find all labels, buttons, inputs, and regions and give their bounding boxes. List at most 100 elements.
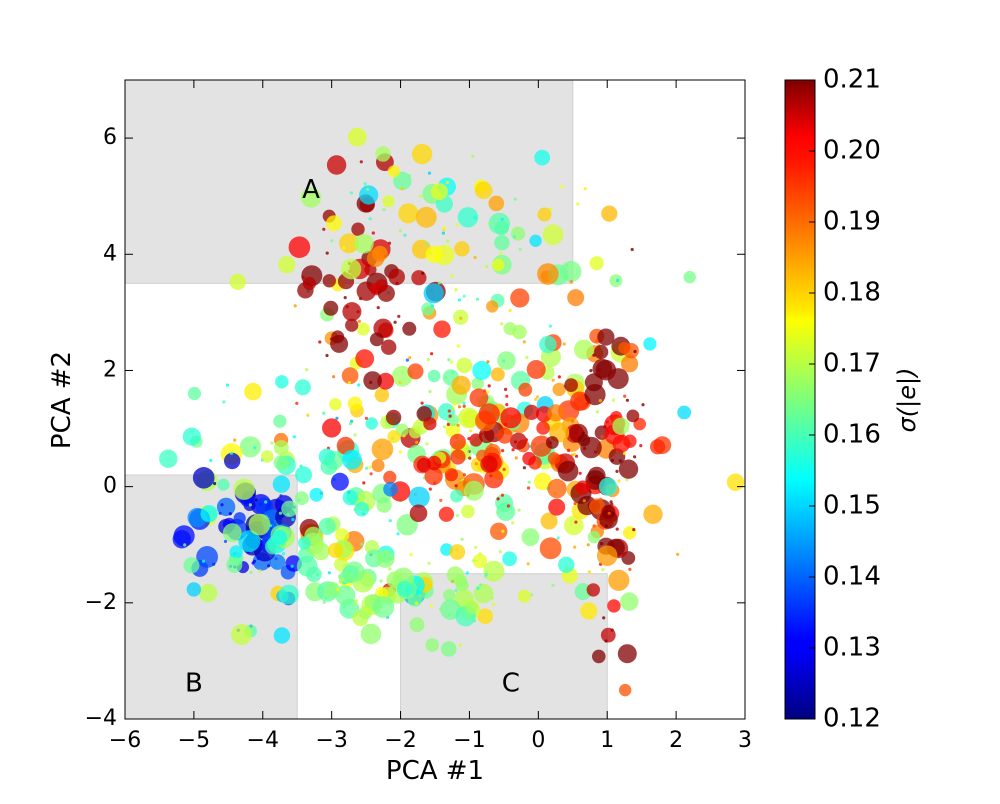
data-point	[355, 349, 375, 369]
data-point	[448, 414, 452, 418]
region-label-a: A	[302, 175, 320, 205]
data-point	[578, 471, 582, 475]
data-point	[556, 536, 560, 540]
data-point	[295, 466, 313, 484]
data-point	[159, 449, 178, 468]
data-point	[451, 406, 455, 410]
data-point	[423, 417, 437, 431]
data-point	[488, 222, 492, 226]
data-point	[224, 452, 241, 470]
data-point	[626, 409, 640, 423]
x-tick-label: 1	[600, 728, 614, 753]
colorbar-tick-label: 0.20	[823, 136, 881, 166]
data-point	[598, 399, 602, 403]
colorbar-tick-label: 0.12	[823, 704, 881, 734]
data-point	[291, 518, 295, 522]
data-point	[186, 582, 201, 597]
data-point	[502, 467, 506, 471]
data-point	[320, 458, 338, 475]
data-point	[253, 446, 257, 450]
data-point	[347, 127, 367, 147]
data-point	[379, 579, 383, 583]
data-point	[233, 478, 255, 500]
data-point	[330, 239, 334, 243]
data-point	[425, 245, 443, 263]
data-point	[534, 149, 551, 166]
data-point	[383, 481, 398, 497]
data-point	[478, 552, 482, 556]
colorbar-tick-label: 0.18	[823, 278, 881, 308]
data-point	[351, 222, 365, 236]
data-point	[539, 335, 557, 354]
data-point	[457, 298, 461, 302]
points-layer	[159, 127, 745, 697]
data-point	[196, 546, 219, 568]
data-point	[273, 414, 287, 428]
data-point	[294, 379, 311, 396]
data-point	[209, 458, 213, 463]
data-point	[403, 233, 407, 237]
data-point	[272, 530, 288, 545]
data-point	[472, 553, 488, 569]
data-point	[306, 413, 310, 417]
data-point	[574, 431, 579, 435]
data-point	[454, 588, 458, 593]
data-point	[522, 451, 536, 466]
data-point	[348, 422, 352, 426]
y-tick-label: −2	[85, 590, 117, 615]
data-point	[536, 395, 540, 399]
data-point	[369, 332, 384, 347]
data-point	[388, 268, 406, 286]
data-point	[468, 456, 472, 460]
data-point	[267, 564, 271, 568]
data-point	[332, 375, 336, 379]
data-point	[363, 182, 367, 186]
data-point	[501, 449, 505, 453]
data-point	[496, 427, 513, 444]
data-point	[641, 403, 645, 407]
data-point	[633, 349, 637, 354]
data-point	[580, 436, 602, 459]
data-point	[342, 489, 359, 506]
region-label-layer: A B C	[185, 175, 520, 699]
data-point	[402, 321, 417, 336]
data-point	[580, 602, 598, 620]
data-point	[465, 571, 469, 575]
data-point	[456, 357, 473, 374]
data-point	[421, 271, 425, 275]
data-point	[426, 455, 442, 471]
data-point	[274, 557, 278, 561]
x-tick-label: −4	[247, 728, 279, 753]
data-point	[292, 435, 296, 439]
data-point	[331, 330, 345, 344]
data-point	[357, 319, 361, 323]
data-point	[418, 194, 422, 198]
data-point	[275, 375, 289, 389]
colorbar-tick-label: 0.21	[823, 65, 881, 95]
data-point	[505, 394, 509, 398]
data-point	[318, 340, 322, 344]
data-point	[643, 337, 657, 351]
data-point	[341, 367, 359, 385]
data-point	[476, 586, 480, 590]
data-point	[273, 627, 291, 644]
data-point	[565, 263, 569, 267]
data-point	[508, 308, 512, 313]
data-point	[518, 247, 522, 251]
data-point	[633, 455, 637, 459]
data-point	[458, 407, 479, 429]
data-point	[586, 543, 590, 547]
data-point	[517, 508, 521, 512]
data-point	[498, 550, 502, 554]
data-point	[278, 584, 299, 605]
data-point	[446, 422, 450, 427]
data-point	[327, 542, 344, 558]
data-point	[425, 442, 429, 446]
data-point	[595, 339, 599, 343]
data-point	[581, 431, 586, 435]
data-point	[300, 187, 322, 208]
data-point	[347, 396, 363, 412]
data-point	[469, 388, 489, 408]
data-point	[525, 355, 529, 360]
